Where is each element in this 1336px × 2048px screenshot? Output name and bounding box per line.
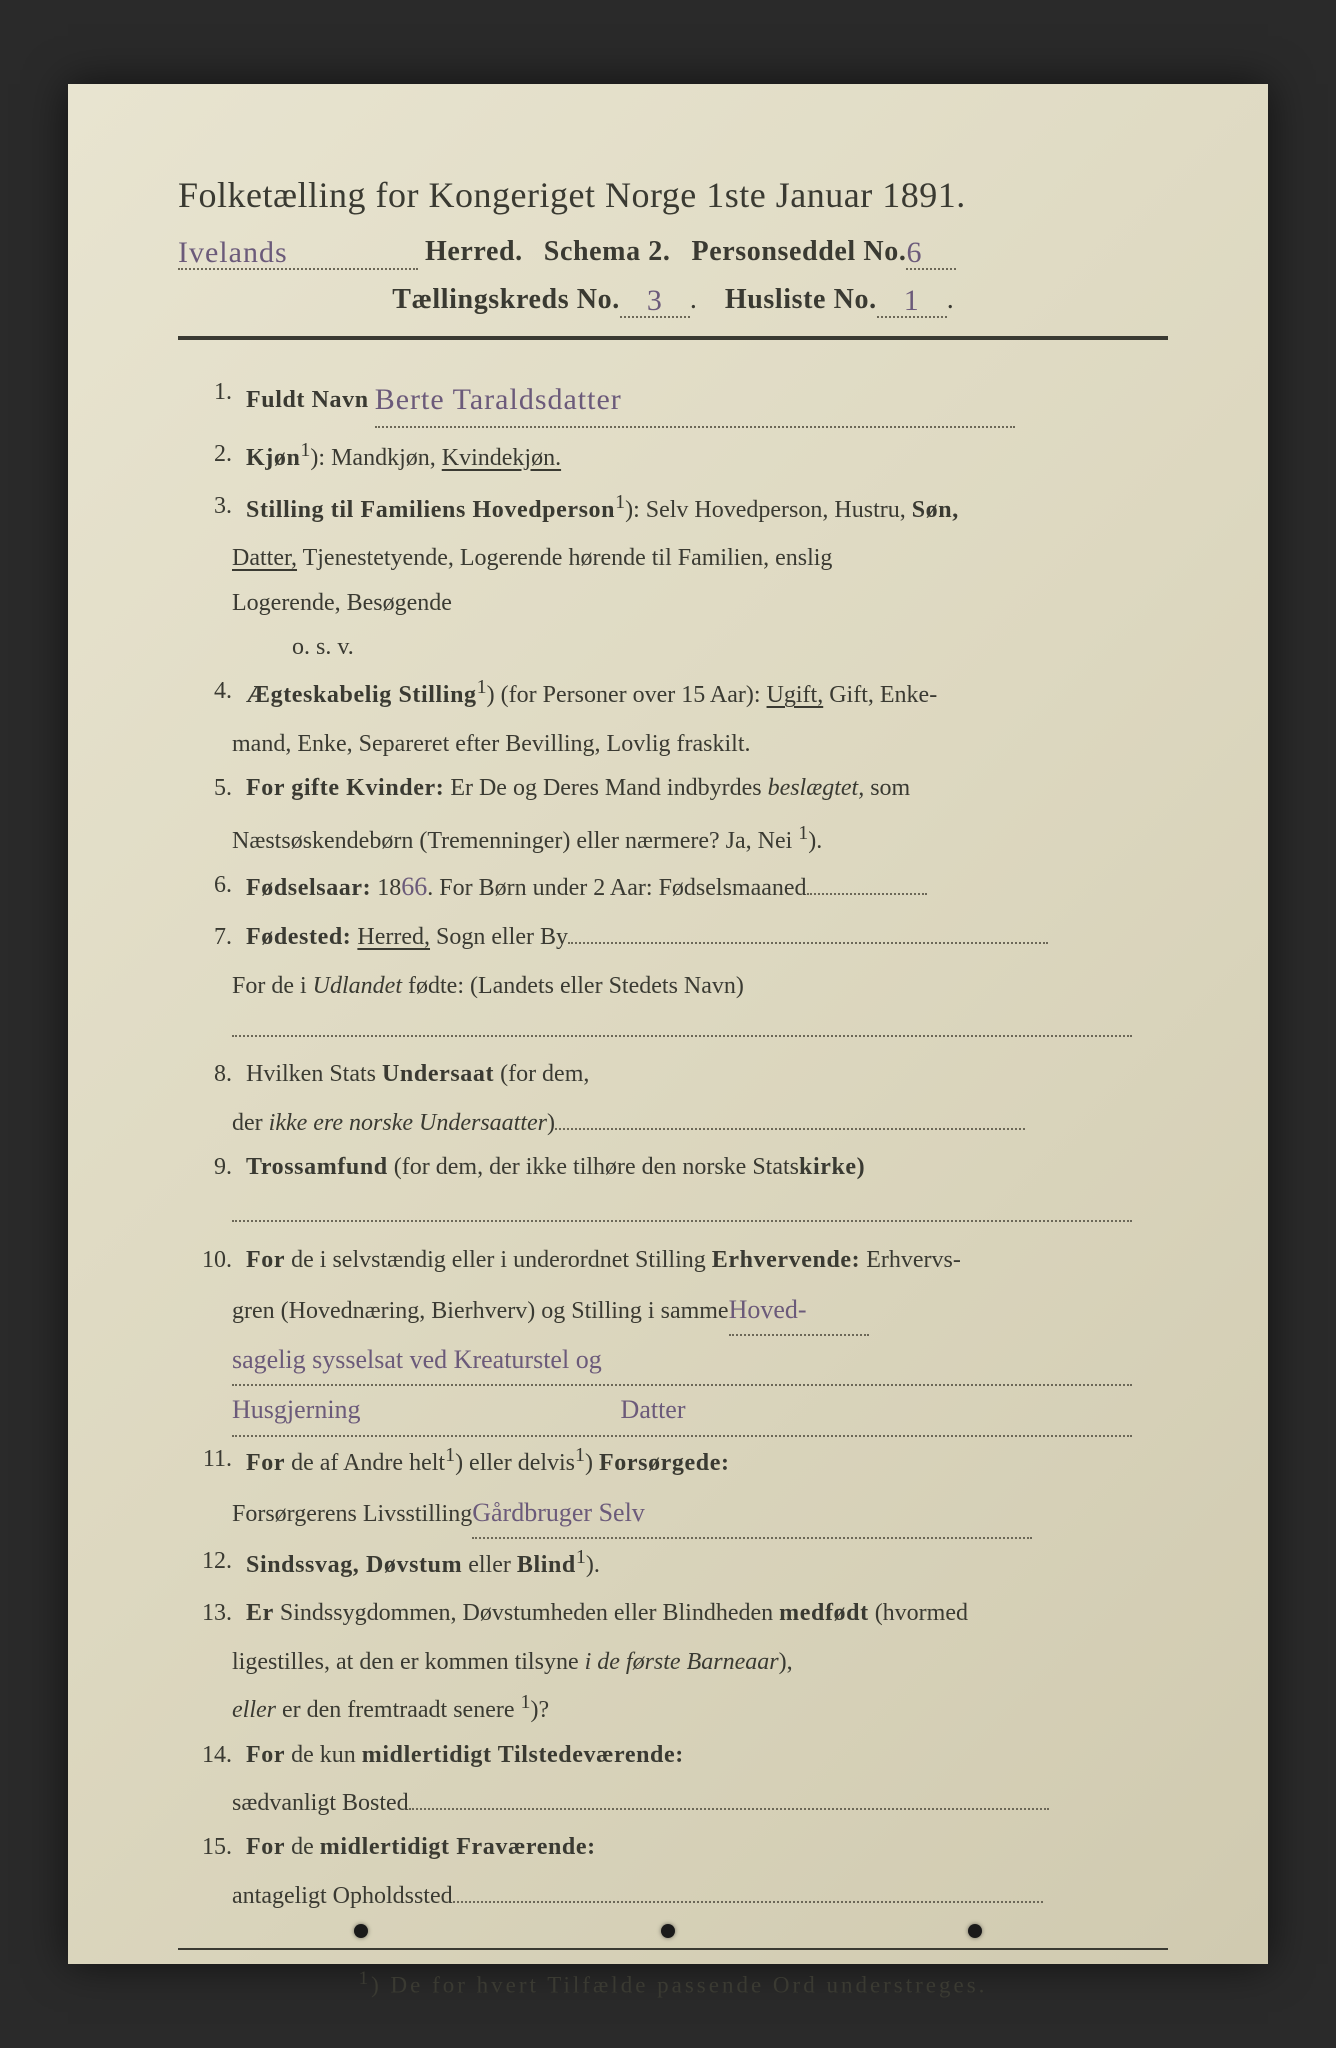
item-10-cont1: gren (Hovednæring, Bierhverv) og Stillin… xyxy=(178,1286,1168,1336)
item-11: 11. For de af Andre helt1) eller delvis1… xyxy=(178,1437,1168,1485)
item-15-cont1: antageligt Opholdssted xyxy=(178,1874,1168,1918)
main-title: Folketælling for Kongeriget Norge 1ste J… xyxy=(178,174,1168,216)
item-7: 7. Fødested: Herred, Sogn eller By xyxy=(178,915,1168,959)
hole-icon xyxy=(354,1924,368,1938)
divider-bottom xyxy=(178,1948,1168,1950)
kreds-row: Tællingskreds No.3. Husliste No.1. xyxy=(178,282,1168,318)
divider-top xyxy=(178,336,1168,340)
item-3-cont1: Datter, Tjenestetyende, Logerende hørend… xyxy=(178,536,1168,580)
punch-holes xyxy=(68,1924,1268,1938)
census-form-page: Folketælling for Kongeriget Norge 1ste J… xyxy=(68,84,1268,1964)
birthyear-hand: 66 xyxy=(401,872,427,901)
item-14-cont1: sædvanligt Bosted xyxy=(178,1781,1168,1825)
item-12: 12. Sindssvag, Døvstum eller Blind1). xyxy=(178,1539,1168,1587)
personseddel-label: Personseddel No. xyxy=(692,236,907,267)
item-1: 1. Fuldt Navn Berte Taraldsdatter xyxy=(178,370,1168,428)
item-4: 4. Ægteskabelig Stilling1) (for Personer… xyxy=(178,669,1168,717)
item-10: 10. For de i selvstændig eller i underor… xyxy=(178,1238,1168,1282)
item-6: 6. Fødselsaar: 1866. For Børn under 2 Aa… xyxy=(178,863,1168,911)
item-9-cont1 xyxy=(178,1193,1168,1237)
item-4-cont1: mand, Enke, Separeret efter Bevilling, L… xyxy=(178,722,1168,766)
herred-row: Ivelands Herred. Schema 2. Personseddel … xyxy=(178,234,1168,270)
item-13-cont2: eller er den fremtraadt senere 1)? xyxy=(178,1684,1168,1732)
item-9: 9. Trossamfund (for dem, der ikke tilhør… xyxy=(178,1145,1168,1189)
item-15: 15. For de midlertidigt Fraværende: xyxy=(178,1825,1168,1869)
kreds-no: 3 xyxy=(647,284,663,317)
footnote: 1) De for hvert Tilfælde passende Ord un… xyxy=(178,1968,1168,1999)
item-14: 14. For de kun midlertidigt Tilstedevære… xyxy=(178,1733,1168,1777)
item-7-cont2 xyxy=(178,1008,1168,1052)
herred-handwritten: Ivelands xyxy=(178,236,288,269)
hole-icon xyxy=(968,1924,982,1938)
item-3-cont2: Logerende, Besøgende xyxy=(178,581,1168,625)
item-5: 5. For gifte Kvinder: Er De og Deres Man… xyxy=(178,766,1168,810)
item-5-cont1: Næstsøskendebørn (Tremenninger) eller næ… xyxy=(178,815,1168,863)
schema-label: Schema 2. xyxy=(544,236,671,267)
item-3-cont3: o. s. v. xyxy=(178,625,1168,669)
item-2: 2. Kjøn1): Mandkjøn, Kvindekjøn. xyxy=(178,432,1168,480)
item-11-cont1: Forsørgerens LivsstillingGårdbruger Selv xyxy=(178,1489,1168,1539)
item-13: 13. Er Sindssygdommen, Døvstumheden elle… xyxy=(178,1591,1168,1635)
personseddel-no: 6 xyxy=(906,236,922,269)
item-8: 8. Hvilken Stats Undersaat (for dem, xyxy=(178,1052,1168,1096)
hole-icon xyxy=(661,1924,675,1938)
husliste-no: 1 xyxy=(904,284,920,317)
herred-label: Herred. xyxy=(425,236,523,267)
name-handwritten: Berte Taraldsdatter xyxy=(375,383,622,416)
husliste-label: Husliste No. xyxy=(725,284,877,315)
item-3: 3. Stilling til Familiens Hovedperson1):… xyxy=(178,484,1168,532)
kreds-label: Tællingskreds No. xyxy=(392,284,620,315)
item-13-cont1: ligestilles, at den er kommen tilsyne i … xyxy=(178,1640,1168,1684)
item-10-cont3: Husgjerning Datter xyxy=(178,1386,1168,1436)
item-7-cont1: For de i Udlandet fødte: (Landets eller … xyxy=(178,964,1168,1008)
item-8-cont1: der ikke ere norske Undersaatter) xyxy=(178,1101,1168,1145)
item-10-cont2: sagelig sysselsat ved Kreaturstel og xyxy=(178,1336,1168,1386)
